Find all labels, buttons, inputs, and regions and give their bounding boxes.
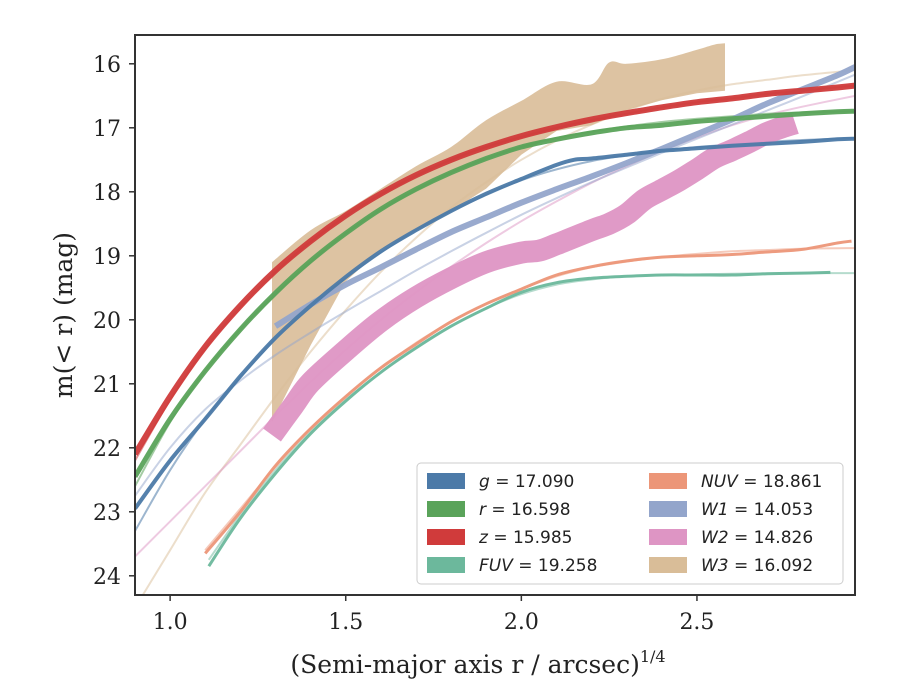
series-line-w2 (263, 112, 799, 442)
legend-swatch (649, 473, 687, 489)
y-tick-label: 16 (93, 53, 121, 78)
legend-swatch (427, 501, 465, 517)
legend-item-fuv: FUV = 19.258 (427, 556, 597, 576)
legend-label-var: NUV (701, 472, 739, 492)
legend-label-value: = 16.598 (486, 500, 571, 520)
legend-label-value: = 15.985 (488, 528, 573, 548)
legend-label: W3 = 16.092 (701, 556, 813, 576)
y-tick-label: 22 (93, 437, 121, 462)
legend-label-value: = 14.053 (729, 500, 814, 520)
legend-label: r = 16.598 (479, 500, 571, 520)
legend-swatch (427, 557, 465, 573)
legend-box (416, 462, 844, 585)
legend-label-var: W2 (701, 528, 729, 548)
legend-label: W2 = 14.826 (701, 528, 813, 548)
axes-frame (134, 34, 856, 596)
x-axis-label: (Semi-major axis r / arcsec)1/4 (290, 647, 665, 679)
legend-label: z = 15.985 (478, 528, 572, 548)
legend-label: W1 = 14.053 (701, 500, 813, 520)
legend-label: FUV = 19.258 (479, 556, 597, 576)
legend-label-var: r (479, 500, 487, 520)
legend-label-value: = 19.258 (513, 556, 598, 576)
x-tick-label: 1.0 (153, 610, 188, 635)
plot-area (135, 43, 855, 595)
legend-label: g = 17.090 (479, 472, 574, 492)
legend-label-var: z (478, 528, 489, 548)
x-tick-label: 2.5 (679, 610, 714, 635)
legend-swatch (649, 529, 687, 545)
y-tick-label: 24 (93, 565, 121, 590)
y-tick-label: 21 (93, 373, 121, 398)
band-w3 (272, 43, 725, 423)
legend-swatch (649, 557, 687, 573)
legend-label-value: = 14.826 (729, 528, 814, 548)
legend-label-var: W1 (701, 500, 729, 520)
legend-item-z: z = 15.985 (427, 528, 572, 548)
x-tick-label: 2.0 (504, 610, 539, 635)
y-tick-label: 17 (93, 117, 121, 142)
legend-item-w1: W1 = 14.053 (649, 500, 813, 520)
legend-label-value: = 17.090 (490, 472, 575, 492)
legend-item-g: g = 17.090 (427, 472, 574, 492)
legend-label-var: W3 (701, 556, 729, 576)
legend-item-w2: W2 = 14.826 (649, 528, 813, 548)
legend-label-value: = 16.092 (729, 556, 814, 576)
y-tick-label: 18 (93, 181, 121, 206)
series-line-z (135, 82, 855, 456)
legend-label-value: = 18.861 (738, 472, 823, 492)
axis-ticks: 1.0 1.5 2.0 2.5 16 17 18 19 20 21 22 23 24 (93, 53, 714, 635)
legend-item-w3: W3 = 16.092 (649, 556, 813, 576)
x-tick-label: 1.5 (328, 610, 363, 635)
fit-line-w1 (135, 73, 855, 497)
x-axis-label-main: (Semi-major axis r / arcsec) (290, 650, 639, 679)
fit-line-w3 (141, 69, 855, 595)
y-axis-label: m(< r) (mag) (49, 232, 78, 398)
series-line-fuv (207, 270, 831, 568)
legend-swatch (427, 473, 465, 489)
legend-item-nuv: NUV = 18.861 (649, 472, 822, 492)
legend-label: NUV = 18.861 (701, 472, 822, 492)
legend-item-r: r = 16.598 (427, 500, 571, 520)
y-tick-label: 20 (93, 309, 121, 334)
legend-label-var: FUV (479, 556, 514, 576)
y-tick-label: 23 (93, 501, 121, 526)
series-line-g (135, 136, 855, 510)
legend-swatch (649, 501, 687, 517)
legend-label-var: g (479, 472, 490, 492)
series-line-nuv (204, 239, 852, 555)
series-line-r (135, 108, 855, 478)
legend-swatch (427, 529, 465, 545)
series-line-w1 (273, 64, 855, 329)
y-tick-label: 19 (93, 245, 121, 270)
x-axis-label-exponent: 1/4 (640, 647, 666, 666)
